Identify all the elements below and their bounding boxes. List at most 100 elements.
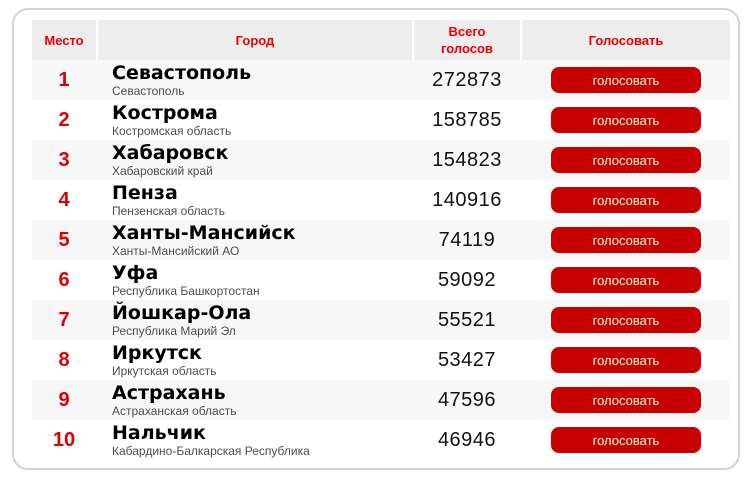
- rank-cell: 8: [32, 340, 96, 380]
- vote-button[interactable]: голосовать: [551, 227, 701, 253]
- region-name: Костромская область: [112, 123, 232, 138]
- header-city: Город: [98, 20, 412, 60]
- vote-button[interactable]: голосовать: [551, 147, 701, 173]
- vote-button[interactable]: голосовать: [551, 427, 701, 453]
- city-cell: Нальчик Кабардино-Балкарская Республика: [98, 420, 412, 460]
- votes-count: 59092: [437, 268, 497, 291]
- rank-number: 4: [58, 188, 70, 211]
- city-name: Кострома: [112, 101, 218, 124]
- vote-button[interactable]: голосовать: [551, 307, 701, 333]
- city-cell: Уфа Республика Башкортостан: [98, 260, 412, 300]
- table-row: 8 Иркутск Иркутская область 53427 голосо…: [32, 340, 730, 380]
- vote-cell: голосовать: [522, 300, 730, 340]
- rank-number: 9: [58, 388, 70, 411]
- rank-number: 7: [58, 308, 70, 331]
- rank-number: 1: [58, 68, 70, 91]
- city-name: Астрахань: [112, 381, 226, 404]
- vote-cell: голосовать: [522, 60, 730, 100]
- city-name: Нальчик: [112, 421, 206, 444]
- rank-cell: 2: [32, 100, 96, 140]
- header-city-label: Город: [235, 32, 275, 48]
- votes-count: 154823: [432, 148, 502, 171]
- header-place: Место: [32, 20, 96, 60]
- votes-count: 158785: [432, 108, 502, 131]
- region-name: Хабаровский край: [112, 163, 213, 178]
- voting-panel: Место Город Всего голосов Голосовать 1 С…: [12, 8, 740, 470]
- rank-number: 3: [58, 148, 70, 171]
- header-votes-label: Всего голосов: [441, 24, 493, 56]
- region-name: Пензенская область: [112, 203, 226, 218]
- votes-count: 272873: [432, 68, 502, 91]
- city-cell: Ханты-Мансийск Ханты-Мансийский АО: [98, 220, 412, 260]
- city-cell: Хабаровск Хабаровский край: [98, 140, 412, 180]
- vote-button[interactable]: голосовать: [551, 267, 701, 293]
- table-row: 5 Ханты-Мансийск Ханты-Мансийский АО 741…: [32, 220, 730, 260]
- city-name: Йошкар-Ола: [112, 301, 252, 324]
- region-name: Севастополь: [112, 83, 185, 98]
- header-place-label: Место: [44, 32, 84, 48]
- header-votes: Всего голосов: [414, 20, 520, 60]
- header-vote-label: Голосовать: [588, 32, 664, 48]
- city-name: Пенза: [112, 181, 178, 204]
- vote-cell: голосовать: [522, 340, 730, 380]
- region-name: Ханты-Мансийский АО: [112, 243, 240, 258]
- vote-cell: голосовать: [522, 260, 730, 300]
- vote-button[interactable]: голосовать: [551, 387, 701, 413]
- vote-cell: голосовать: [522, 180, 730, 220]
- vote-button[interactable]: голосовать: [551, 107, 701, 133]
- votes-count: 55521: [437, 308, 497, 331]
- vote-cell: голосовать: [522, 380, 730, 420]
- city-name: Ханты-Мансийск: [112, 221, 296, 244]
- city-name: Уфа: [112, 261, 159, 284]
- city-cell: Астрахань Астраханская область: [98, 380, 412, 420]
- rank-cell: 3: [32, 140, 96, 180]
- vote-button[interactable]: голосовать: [551, 67, 701, 93]
- vote-button[interactable]: голосовать: [551, 347, 701, 373]
- region-name: Кабардино-Балкарская Республика: [112, 443, 310, 458]
- votes-count: 47596: [437, 388, 497, 411]
- rank-cell: 5: [32, 220, 96, 260]
- table-row: 6 Уфа Республика Башкортостан 59092 голо…: [32, 260, 730, 300]
- voting-table: Место Город Всего голосов Голосовать 1 С…: [32, 20, 730, 460]
- votes-count: 74119: [438, 228, 496, 251]
- city-cell: Иркутск Иркутская область: [98, 340, 412, 380]
- rank-cell: 10: [32, 420, 96, 460]
- header-vote: Голосовать: [522, 20, 730, 60]
- region-name: Республика Марий Эл: [112, 323, 236, 338]
- table-row: 10 Нальчик Кабардино-Балкарская Республи…: [32, 420, 730, 460]
- city-name: Севастополь: [112, 61, 252, 84]
- votes-count: 140916: [432, 188, 502, 211]
- votes-count: 53427: [437, 348, 497, 371]
- vote-cell: голосовать: [522, 140, 730, 180]
- city-cell: Севастополь Севастополь: [98, 60, 412, 100]
- rank-cell: 1: [32, 60, 96, 100]
- city-cell: Пенза Пензенская область: [98, 180, 412, 220]
- table-row: 7 Йошкар-Ола Республика Марий Эл 55521 г…: [32, 300, 730, 340]
- rank-cell: 6: [32, 260, 96, 300]
- region-name: Астраханская область: [112, 403, 237, 418]
- rank-cell: 4: [32, 180, 96, 220]
- rank-number: 8: [58, 348, 70, 371]
- rank-number: 2: [58, 108, 70, 131]
- table-row: 1 Севастополь Севастополь 272873 голосов…: [32, 60, 730, 100]
- city-name: Иркутск: [112, 341, 202, 364]
- city-cell: Йошкар-Ола Республика Марий Эл: [98, 300, 412, 340]
- region-name: Республика Башкортостан: [112, 283, 260, 298]
- rank-number: 10: [52, 428, 76, 451]
- table-row: 2 Кострома Костромская область 158785 го…: [32, 100, 730, 140]
- table-row: 9 Астрахань Астраханская область 47596 г…: [32, 380, 730, 420]
- rank-cell: 7: [32, 300, 96, 340]
- votes-count: 46946: [437, 428, 497, 451]
- vote-cell: голосовать: [522, 100, 730, 140]
- table-body: 1 Севастополь Севастополь 272873 голосов…: [32, 60, 730, 460]
- vote-cell: голосовать: [522, 220, 730, 260]
- vote-button[interactable]: голосовать: [551, 187, 701, 213]
- city-cell: Кострома Костромская область: [98, 100, 412, 140]
- rank-cell: 9: [32, 380, 96, 420]
- rank-number: 5: [58, 228, 70, 251]
- table-header-row: Место Город Всего голосов Голосовать: [32, 20, 730, 60]
- table-row: 3 Хабаровск Хабаровский край 154823 голо…: [32, 140, 730, 180]
- vote-cell: голосовать: [522, 420, 730, 460]
- region-name: Иркутская область: [112, 363, 217, 378]
- table-row: 4 Пенза Пензенская область 140916 голосо…: [32, 180, 730, 220]
